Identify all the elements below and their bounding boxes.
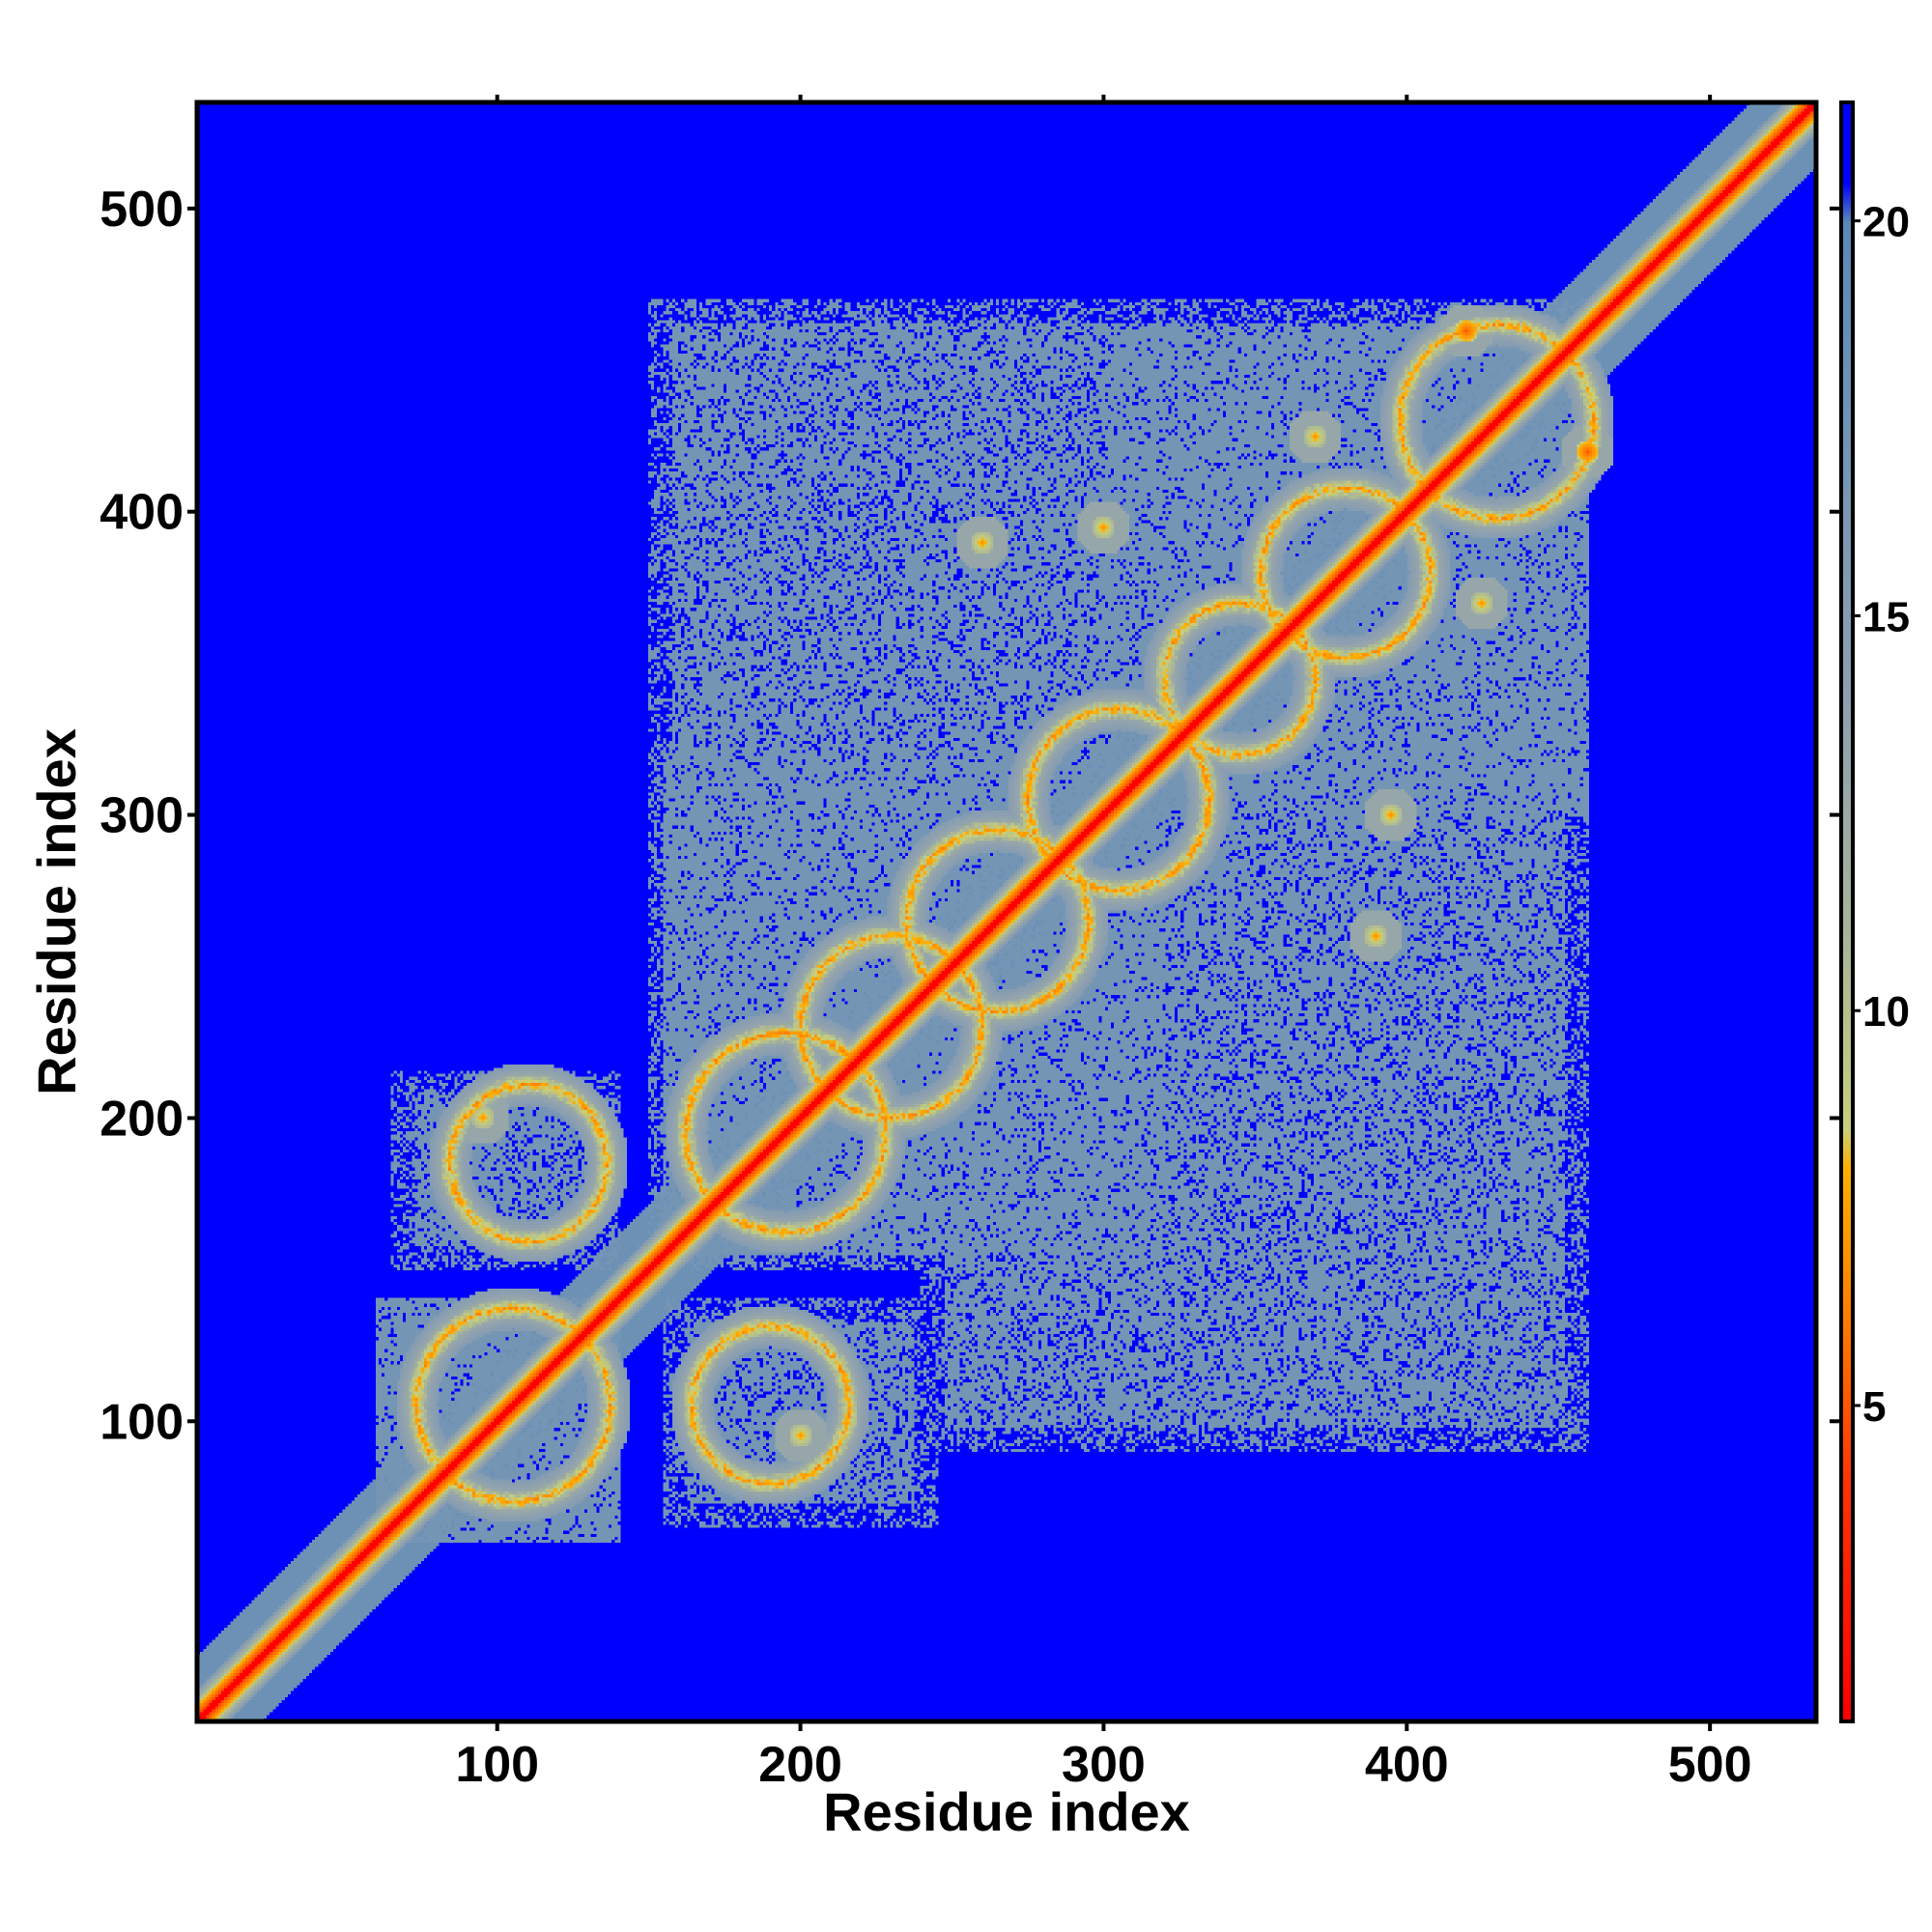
heatmap-cells <box>197 102 1816 1721</box>
x-tick-label: 300 <box>1062 1737 1146 1793</box>
y-tick-label: 400 <box>99 485 184 541</box>
colorbar-tick-label: 10 <box>1862 988 1910 1036</box>
x-tick-label: 200 <box>758 1737 842 1793</box>
x-axis: 100 200 300 400 500 <box>455 1721 1752 1793</box>
colorbar-ticks: 5 10 15 20 <box>1830 199 1910 1431</box>
heatmap <box>197 102 1816 1721</box>
colorbar: 5 10 15 20 <box>1830 100 1910 1723</box>
colorbar-frame <box>1839 100 1855 1723</box>
colorbar-tick-label: 5 <box>1862 1383 1886 1431</box>
plot-frame <box>194 99 1819 1724</box>
colorbar-tick-label: 20 <box>1862 199 1910 246</box>
x-tick-label: 400 <box>1365 1737 1449 1793</box>
y-axis-title: Residue index <box>26 728 87 1095</box>
colorbar-gradient <box>1841 102 1853 1721</box>
top-axis-ticks <box>495 95 1713 102</box>
x-tick-label: 500 <box>1668 1737 1752 1793</box>
x-axis-title: Residue index <box>823 1781 1190 1842</box>
x-tick-label: 100 <box>455 1737 539 1793</box>
y-tick-label: 300 <box>99 788 184 844</box>
y-axis: 100 200 300 400 500 <box>99 182 197 1450</box>
colorbar-tick-label: 15 <box>1862 593 1910 640</box>
y-tick-label: 200 <box>99 1091 184 1147</box>
y-tick-label: 500 <box>99 182 184 238</box>
y-tick-label: 100 <box>99 1394 184 1450</box>
